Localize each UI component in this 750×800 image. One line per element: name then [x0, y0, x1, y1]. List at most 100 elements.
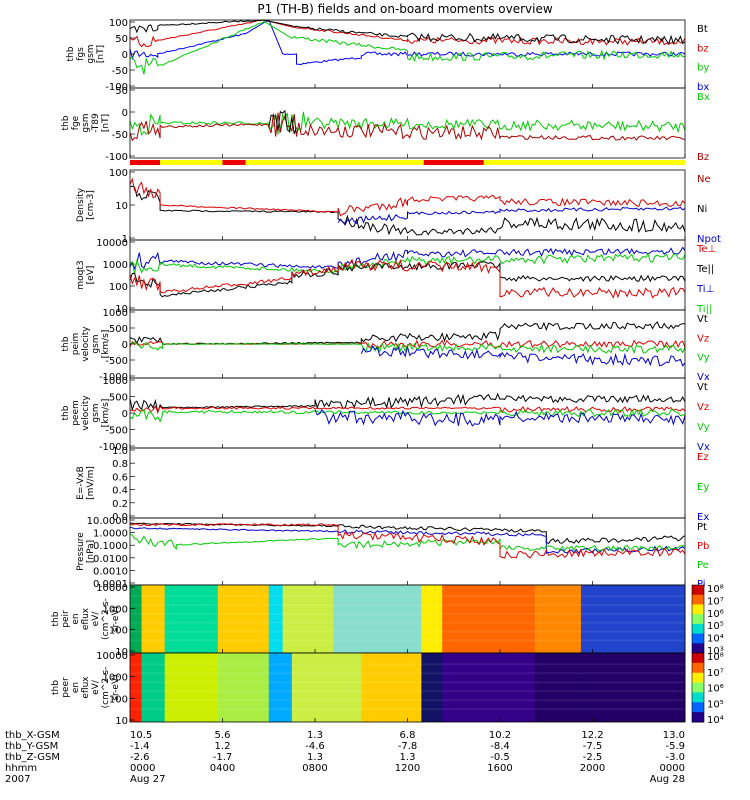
- series-trace: [129, 533, 686, 552]
- y-axis-label: eV/: [91, 611, 101, 627]
- panel-frame: [129, 517, 686, 586]
- y-axis-label: thb: [61, 336, 71, 351]
- colorbar-segment: [692, 653, 704, 664]
- ephemeris-value: 1.3: [307, 730, 323, 741]
- legend-vy: Vy: [697, 353, 710, 364]
- series-trace: [129, 261, 686, 298]
- spectrogram-block: [130, 653, 143, 722]
- series-trace: [129, 19, 686, 46]
- ephemeris-row-label: thb_X-GSM: [5, 730, 60, 741]
- ephemeris-value: 0000: [660, 763, 685, 774]
- ephemeris-value: -8.4: [490, 741, 510, 752]
- y-axis-label: peim: [71, 333, 81, 356]
- y-tick-label: 500: [109, 393, 128, 404]
- y-axis-label: [km/s]: [101, 330, 111, 359]
- series-trace: [129, 321, 686, 346]
- ephemeris-value: 10.5: [130, 730, 152, 741]
- spectrogram-block: [421, 585, 443, 653]
- y-axis-label: sr-eV): [111, 674, 121, 700]
- spectrogram-band: [130, 639, 685, 642]
- spectrogram-band: [130, 604, 685, 607]
- ephemeris-value: 1.2: [215, 741, 231, 752]
- ephemeris-value: -0.5: [490, 752, 510, 763]
- spectrogram-block: [217, 653, 270, 722]
- spectrogram-band: [130, 708, 685, 711]
- colorbar: 10⁸ 10⁷ 10⁶ 10⁵ 10⁴: [691, 652, 724, 726]
- y-tick-label: 50: [115, 86, 128, 97]
- ephemeris-value: 6.8: [400, 730, 416, 741]
- y-axis-label: Density: [76, 187, 86, 222]
- y-tick-label: -100: [105, 82, 128, 93]
- spectrogram-block: [217, 585, 270, 653]
- spectrogram-block: [291, 653, 362, 722]
- legend-bz: bz: [697, 43, 709, 54]
- y-tick-label: 0.2: [112, 499, 128, 510]
- y-axis-label: velocity: [81, 326, 91, 362]
- panel-5: 1000 500 0 -500 -1000 thb peim velocity gsm [km/s…: [61, 308, 710, 383]
- y-axis-label: [cm-3]: [86, 190, 96, 220]
- y-axis-label: thb: [61, 405, 71, 420]
- ephemeris-value: 5.6: [215, 730, 231, 741]
- y-tick-label: 0.0001: [93, 579, 128, 590]
- y-axis-label: peir: [61, 610, 71, 628]
- y-tick-label: 0.8: [112, 459, 128, 470]
- spectrogram-block: [580, 653, 686, 722]
- legend-ni: Ni: [697, 204, 707, 215]
- spectrogram-block: [268, 653, 293, 722]
- y-axis-label: velocity: [81, 395, 91, 431]
- y-axis-label: [nT]: [101, 114, 111, 132]
- spectrogram-block: [361, 653, 422, 722]
- y-tick-label: 1000: [103, 604, 128, 615]
- y-tick-label: 0.0: [112, 512, 128, 523]
- y-tick-label: -500: [105, 426, 128, 437]
- y-tick-label: 0: [122, 50, 128, 61]
- series-trace: [129, 246, 686, 271]
- ephemeris-value: 1600: [487, 763, 512, 774]
- y-axis-label: E=-VxB: [76, 466, 86, 500]
- colorbar-tick-label: 10⁷: [707, 596, 724, 607]
- panel-frame: [129, 87, 686, 159]
- ephemeris-row-label: 2007: [5, 774, 30, 785]
- series-trace: [129, 185, 686, 236]
- y-tick-label: 10: [115, 647, 128, 658]
- ephemeris-value: 1200: [395, 763, 420, 774]
- legend-pe: Pe: [697, 560, 709, 571]
- colorbar-segment: [692, 594, 704, 605]
- legend-te⊥: Te⊥: [696, 244, 716, 255]
- colorbar-tick-label: 10³: [707, 646, 724, 657]
- y-axis-label: sr-eV): [111, 606, 121, 632]
- y-axis-label: [eV]: [86, 266, 96, 285]
- y-axis-label: gsm: [81, 113, 91, 132]
- ephemeris-value: 12.2: [581, 730, 603, 741]
- y-tick-label: 100: [109, 694, 128, 705]
- legend-vz: Vz: [697, 402, 709, 413]
- colorbar-segment: [692, 585, 704, 596]
- legend-by: by: [697, 63, 709, 74]
- y-axis-label: (cm^2-s-: [101, 667, 111, 709]
- y-tick-label: 10000: [96, 583, 128, 594]
- y-tick-label: 500: [109, 324, 128, 335]
- y-tick-label: -1000: [99, 442, 128, 453]
- colorbar-segment: [692, 643, 704, 654]
- legend-pb: Pb: [697, 541, 709, 552]
- spectrogram-block: [534, 585, 582, 653]
- series-trace: [129, 523, 686, 559]
- mode-bar-segment: [160, 160, 223, 165]
- panel-3: 100 10 1 Density [cm-3] Ne Ni Npot: [76, 168, 721, 245]
- end-date: Aug 28: [650, 774, 685, 785]
- colorbar-segment: [692, 633, 704, 644]
- colorbar-segment: [692, 623, 704, 635]
- start-date: Aug 27: [130, 774, 165, 785]
- legend-ti||: Ti||: [696, 304, 712, 315]
- colorbar-tick-label: 10⁵: [707, 621, 724, 632]
- y-tick-label: 1.0000: [93, 529, 128, 540]
- mode-bar-segment: [222, 160, 246, 165]
- y-tick-label: -100: [105, 152, 128, 163]
- ephemeris-row-label: hhmm: [5, 763, 37, 774]
- series-trace: [129, 111, 686, 137]
- y-axis-label: (cm^2-s-: [101, 598, 111, 640]
